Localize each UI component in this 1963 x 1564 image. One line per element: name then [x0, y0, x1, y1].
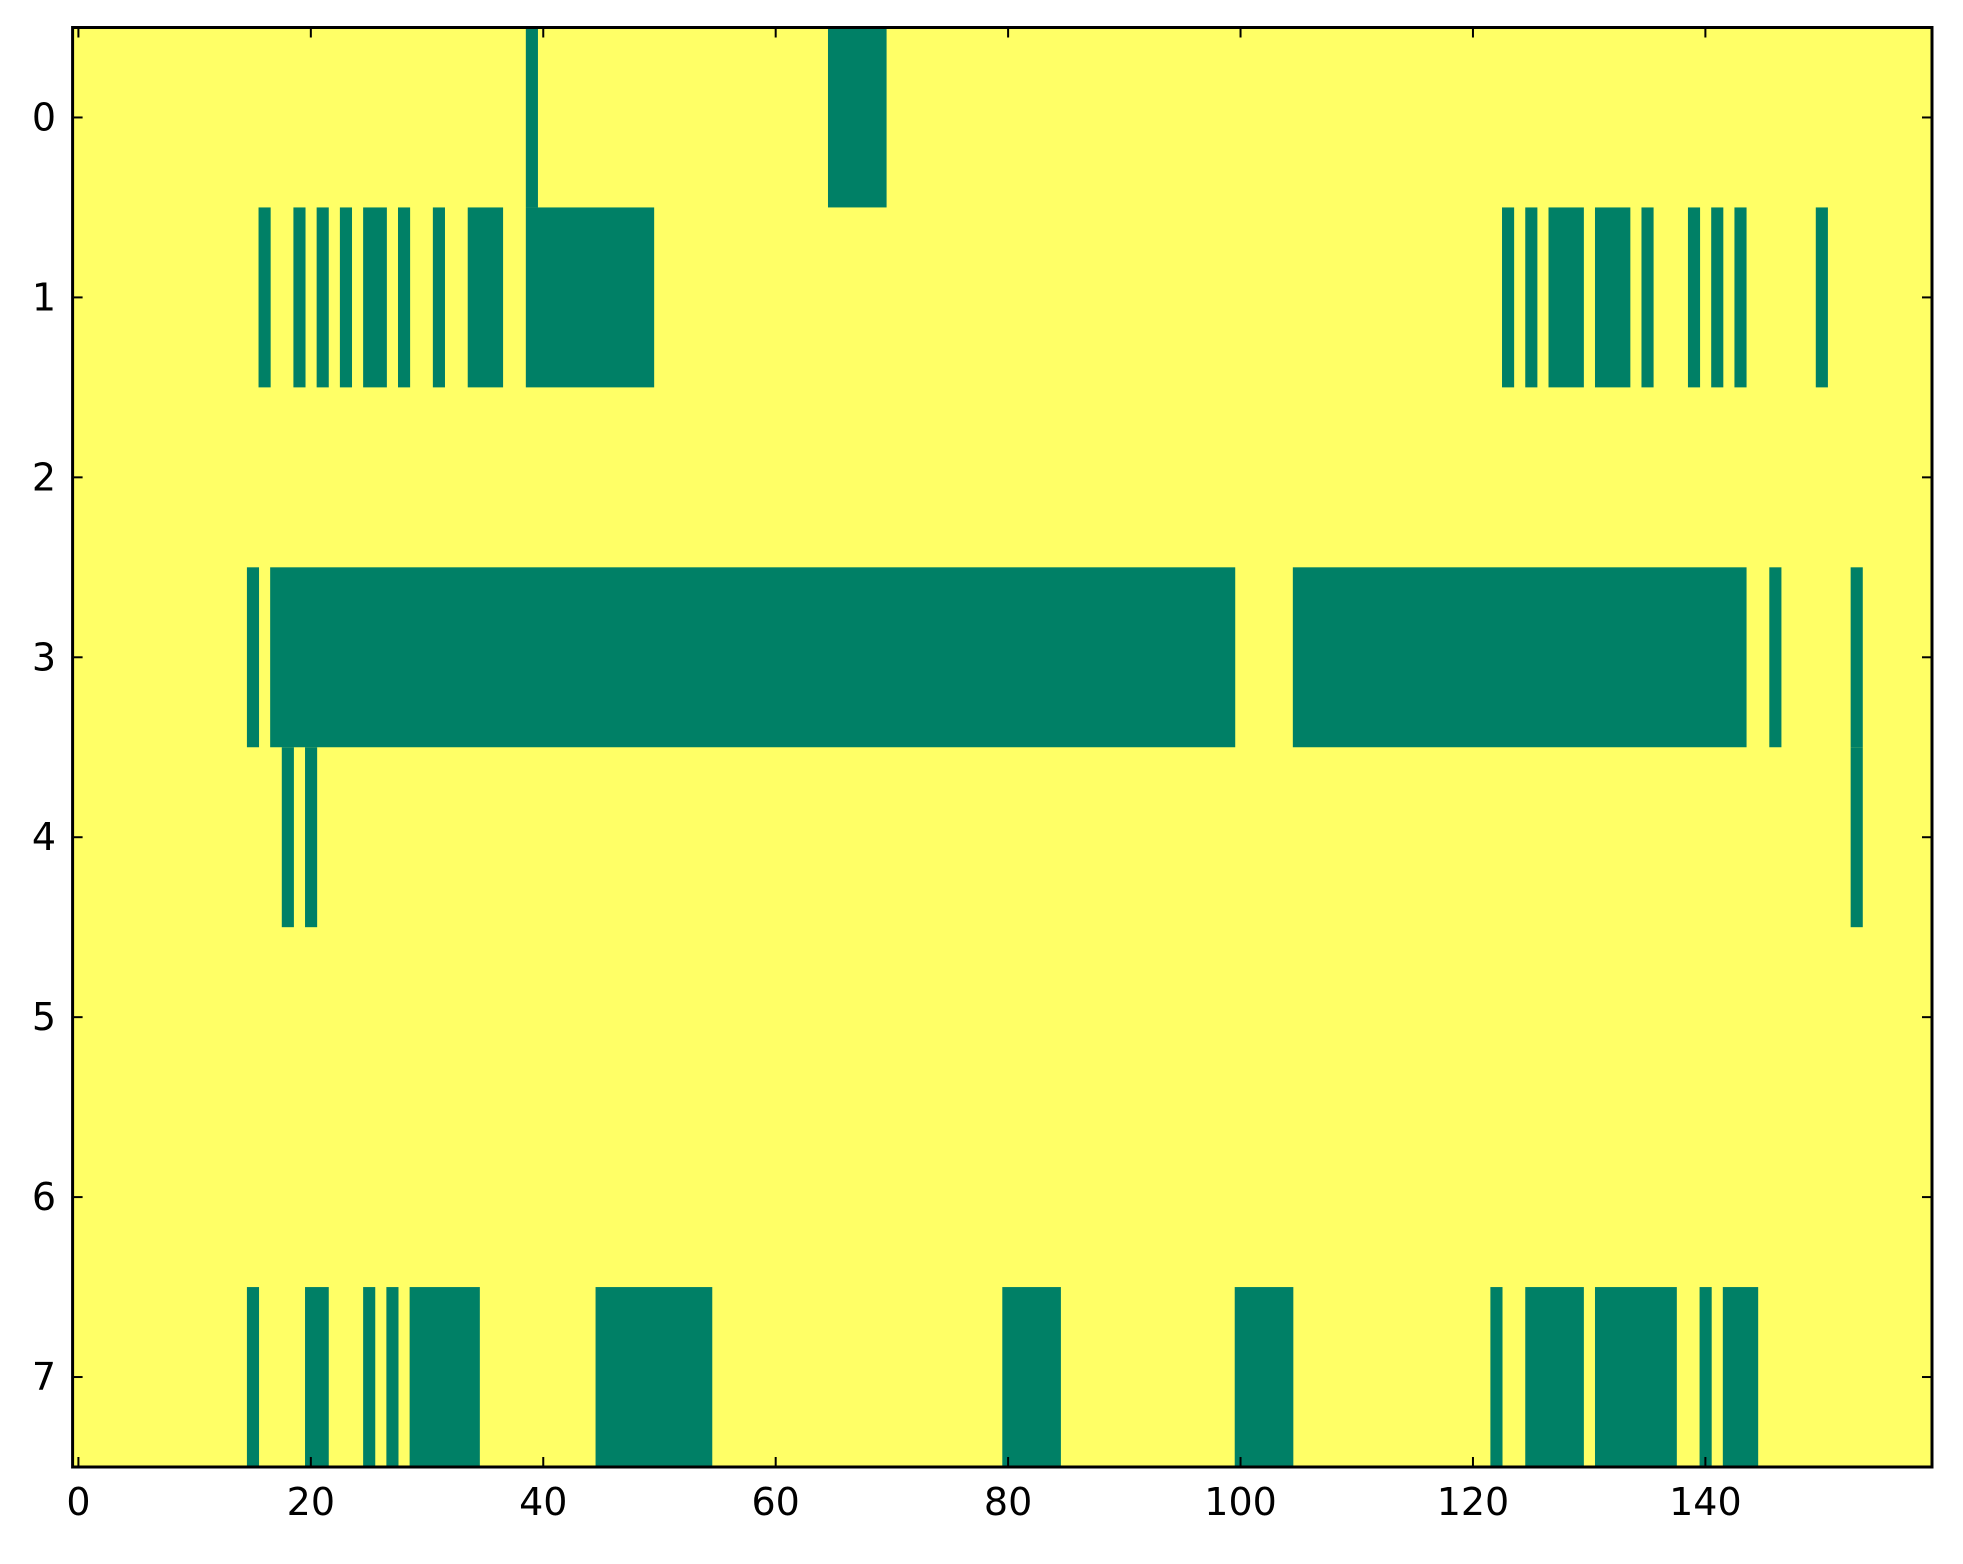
- heatmap-cell-run: [525, 27, 538, 208]
- x-tick-label: 140: [1669, 1480, 1742, 1524]
- heatmap-cell-run: [1548, 207, 1584, 388]
- x-tick-label: 20: [287, 1480, 335, 1524]
- heatmap-cell-run: [363, 207, 387, 388]
- y-tick-label: 6: [32, 1175, 56, 1219]
- heatmap-cell-run: [1641, 207, 1654, 388]
- heatmap-cell-run: [281, 747, 294, 928]
- x-tick-labels: 0 20 40 60 80 100 120 140: [66, 1480, 1741, 1524]
- plot-frame: [71, 26, 1934, 1469]
- heatmap-cell-run: [397, 207, 411, 388]
- heatmap-cells: [246, 27, 1863, 1467]
- heatmap-cell-run: [1594, 207, 1631, 388]
- heatmap-cell-run: [339, 207, 353, 388]
- heatmap-cell-run: [1722, 1287, 1759, 1467]
- heatmap-cell-run: [386, 1287, 399, 1467]
- heatmap-cell-run: [1850, 747, 1863, 928]
- heatmap-cell-run: [270, 567, 1236, 748]
- heatmap-cell-run: [1769, 567, 1782, 748]
- heatmap-cell-run: [293, 207, 306, 388]
- heatmap-cell-run: [1525, 207, 1538, 388]
- y-tick-label: 4: [32, 815, 56, 859]
- x-tick-label: 80: [984, 1480, 1032, 1524]
- y-tick-label: 3: [32, 635, 56, 679]
- heatmap-cell-run: [1292, 567, 1747, 748]
- heatmap-cell-run: [1234, 1287, 1294, 1467]
- heatmap-cell-run: [305, 1287, 329, 1467]
- x-tick-label: 40: [519, 1480, 567, 1524]
- x-tick-label: 100: [1204, 1480, 1277, 1524]
- x-tick-label: 0: [66, 1480, 90, 1524]
- heatmap-cell-run: [1850, 567, 1863, 748]
- y-tick-label: 7: [32, 1355, 56, 1399]
- heatmap-cell-run: [827, 27, 887, 208]
- x-tick-label: 60: [752, 1480, 800, 1524]
- heatmap-cell-run: [1594, 1287, 1677, 1467]
- heatmap-cell-run: [409, 1287, 480, 1467]
- heatmap-cell-run: [432, 207, 445, 388]
- heatmap-cell-run: [595, 1287, 713, 1467]
- heatmap-cell-run: [1711, 207, 1724, 388]
- y-tick-label: 2: [32, 455, 56, 499]
- heatmap-cell-run: [1687, 207, 1701, 388]
- heatmap-cell-run: [467, 207, 504, 388]
- axis-ticks: [72, 27, 1932, 1467]
- y-tick-labels: 0 1 2 3 4 5 6 7: [32, 95, 56, 1399]
- y-tick-label: 5: [32, 995, 56, 1039]
- y-tick-label: 1: [32, 275, 56, 319]
- heatmap-cell-run: [525, 207, 655, 388]
- heatmap-cell-run: [1490, 1287, 1503, 1467]
- x-tick-label: 120: [1437, 1480, 1510, 1524]
- heatmap-cell-run: [1734, 207, 1747, 388]
- heatmap-cell-run: [1525, 1287, 1584, 1467]
- heatmap-cell-run: [305, 747, 318, 928]
- heatmap-cell-run: [1002, 1287, 1061, 1467]
- heatmap-cell-run: [1815, 207, 1828, 388]
- heatmap-cell-run: [316, 207, 329, 388]
- heatmap-cell-run: [258, 207, 271, 388]
- heatmap-cell-run: [1502, 207, 1515, 388]
- heatmap-cell-run: [246, 1287, 260, 1467]
- heatmap-cell-run: [246, 567, 260, 748]
- y-tick-label: 0: [32, 95, 56, 139]
- heatmap-cell-run: [363, 1287, 376, 1467]
- heatmap-cell-run: [1699, 1287, 1712, 1467]
